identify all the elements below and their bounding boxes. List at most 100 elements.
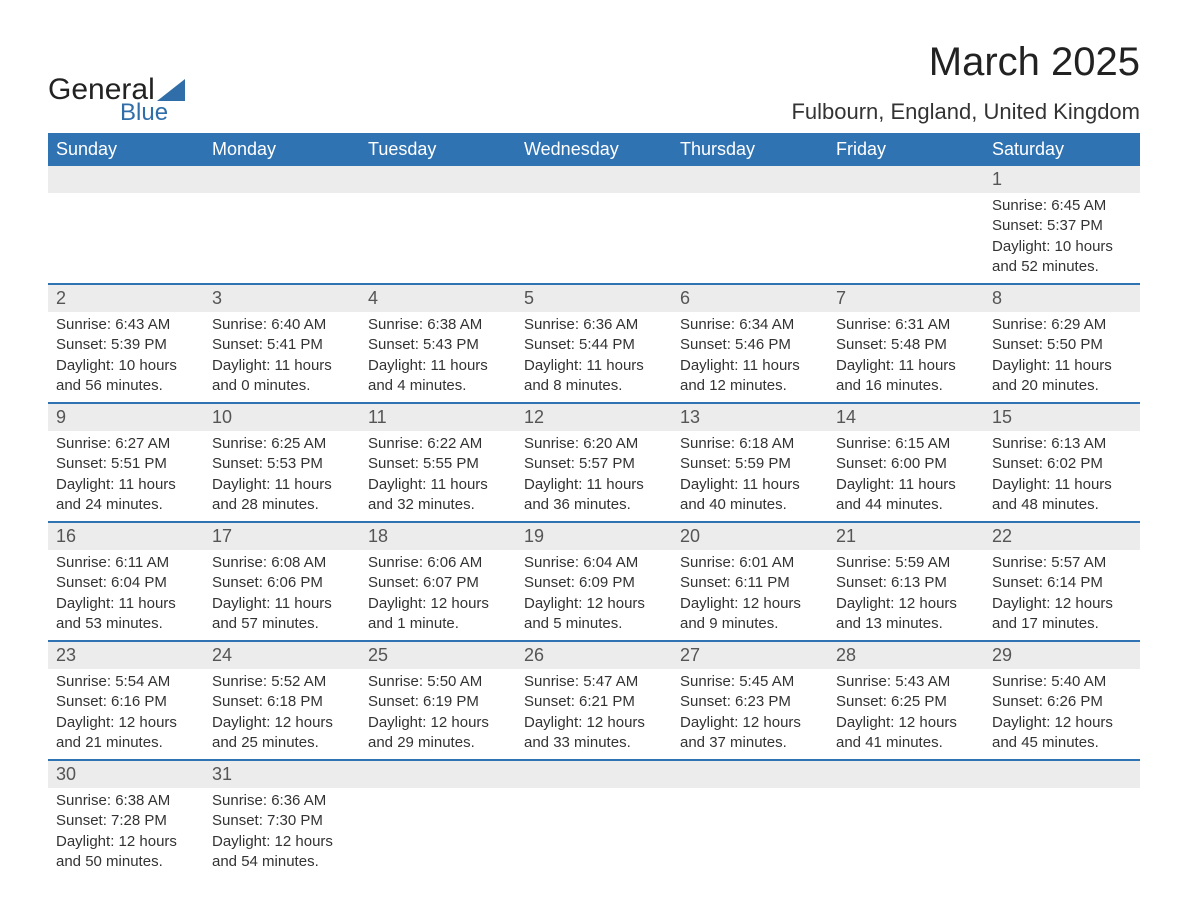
sunrise-line: Sunrise: 6:20 AM <box>524 434 664 454</box>
daylight-line: Daylight: 11 hours and 12 minutes. <box>680 356 820 397</box>
calendar-cell <box>516 760 672 878</box>
day-details: Sunrise: 6:31 AMSunset: 5:48 PMDaylight:… <box>828 312 984 402</box>
day-details: Sunrise: 6:29 AMSunset: 5:50 PMDaylight:… <box>984 312 1140 402</box>
sunrise-line: Sunrise: 6:38 AM <box>56 791 196 811</box>
daylight-line: Daylight: 12 hours and 17 minutes. <box>992 594 1132 635</box>
sunrise-line: Sunrise: 5:59 AM <box>836 553 976 573</box>
calendar-cell <box>360 166 516 284</box>
empty-day-body <box>516 788 672 817</box>
sunset-line: Sunset: 5:55 PM <box>368 454 508 474</box>
daylight-line: Daylight: 11 hours and 0 minutes. <box>212 356 352 397</box>
calendar-cell <box>360 760 516 878</box>
day-number: 11 <box>360 404 516 431</box>
daylight-line: Daylight: 11 hours and 53 minutes. <box>56 594 196 635</box>
sunrise-line: Sunrise: 6:36 AM <box>212 791 352 811</box>
sunset-line: Sunset: 5:48 PM <box>836 335 976 355</box>
day-number: 30 <box>48 761 204 788</box>
calendar-cell <box>984 760 1140 878</box>
calendar-row: 30Sunrise: 6:38 AMSunset: 7:28 PMDayligh… <box>48 760 1140 878</box>
daylight-line: Daylight: 11 hours and 8 minutes. <box>524 356 664 397</box>
sunset-line: Sunset: 5:43 PM <box>368 335 508 355</box>
sunrise-line: Sunrise: 6:43 AM <box>56 315 196 335</box>
logo-triangle-icon <box>157 79 185 101</box>
day-number: 24 <box>204 642 360 669</box>
day-details: Sunrise: 6:22 AMSunset: 5:55 PMDaylight:… <box>360 431 516 521</box>
day-details: Sunrise: 6:38 AMSunset: 5:43 PMDaylight:… <box>360 312 516 402</box>
daylight-line: Daylight: 11 hours and 16 minutes. <box>836 356 976 397</box>
weekday-header: Saturday <box>984 133 1140 166</box>
calendar-cell <box>828 166 984 284</box>
calendar-cell: 30Sunrise: 6:38 AMSunset: 7:28 PMDayligh… <box>48 760 204 878</box>
daylight-line: Daylight: 12 hours and 13 minutes. <box>836 594 976 635</box>
sunrise-line: Sunrise: 6:38 AM <box>368 315 508 335</box>
day-number: 4 <box>360 285 516 312</box>
day-details: Sunrise: 6:15 AMSunset: 6:00 PMDaylight:… <box>828 431 984 521</box>
logo-text-bottom: Blue <box>120 101 185 125</box>
daylight-line: Daylight: 11 hours and 48 minutes. <box>992 475 1132 516</box>
sunrise-line: Sunrise: 6:11 AM <box>56 553 196 573</box>
calendar-cell: 24Sunrise: 5:52 AMSunset: 6:18 PMDayligh… <box>204 641 360 760</box>
calendar-cell <box>204 166 360 284</box>
day-number: 8 <box>984 285 1140 312</box>
sunrise-line: Sunrise: 5:52 AM <box>212 672 352 692</box>
calendar-cell: 7Sunrise: 6:31 AMSunset: 5:48 PMDaylight… <box>828 284 984 403</box>
calendar-row: 1Sunrise: 6:45 AMSunset: 5:37 PMDaylight… <box>48 166 1140 284</box>
sunset-line: Sunset: 6:07 PM <box>368 573 508 593</box>
empty-day-body <box>828 193 984 222</box>
sunset-line: Sunset: 6:09 PM <box>524 573 664 593</box>
day-number: 15 <box>984 404 1140 431</box>
calendar-row: 9Sunrise: 6:27 AMSunset: 5:51 PMDaylight… <box>48 403 1140 522</box>
day-details: Sunrise: 6:25 AMSunset: 5:53 PMDaylight:… <box>204 431 360 521</box>
weekday-header: Sunday <box>48 133 204 166</box>
empty-day-body <box>672 193 828 222</box>
sunset-line: Sunset: 7:30 PM <box>212 811 352 831</box>
daylight-line: Daylight: 11 hours and 32 minutes. <box>368 475 508 516</box>
empty-day-body <box>672 788 828 817</box>
calendar-cell: 17Sunrise: 6:08 AMSunset: 6:06 PMDayligh… <box>204 522 360 641</box>
day-number: 3 <box>204 285 360 312</box>
calendar-cell: 22Sunrise: 5:57 AMSunset: 6:14 PMDayligh… <box>984 522 1140 641</box>
day-number: 17 <box>204 523 360 550</box>
sunset-line: Sunset: 6:19 PM <box>368 692 508 712</box>
calendar-cell <box>672 166 828 284</box>
calendar-cell <box>828 760 984 878</box>
day-number: 20 <box>672 523 828 550</box>
day-details: Sunrise: 6:36 AMSunset: 7:30 PMDaylight:… <box>204 788 360 878</box>
empty-day-header <box>672 761 828 788</box>
daylight-line: Daylight: 10 hours and 56 minutes. <box>56 356 196 397</box>
empty-day-header <box>828 761 984 788</box>
day-details: Sunrise: 5:47 AMSunset: 6:21 PMDaylight:… <box>516 669 672 759</box>
daylight-line: Daylight: 12 hours and 1 minute. <box>368 594 508 635</box>
empty-day-body <box>828 788 984 817</box>
calendar-cell: 26Sunrise: 5:47 AMSunset: 6:21 PMDayligh… <box>516 641 672 760</box>
day-number: 9 <box>48 404 204 431</box>
empty-day-body <box>360 193 516 222</box>
calendar-cell: 2Sunrise: 6:43 AMSunset: 5:39 PMDaylight… <box>48 284 204 403</box>
sunset-line: Sunset: 6:18 PM <box>212 692 352 712</box>
day-details: Sunrise: 5:43 AMSunset: 6:25 PMDaylight:… <box>828 669 984 759</box>
daylight-line: Daylight: 12 hours and 33 minutes. <box>524 713 664 754</box>
calendar-cell: 21Sunrise: 5:59 AMSunset: 6:13 PMDayligh… <box>828 522 984 641</box>
daylight-line: Daylight: 11 hours and 57 minutes. <box>212 594 352 635</box>
calendar-cell: 16Sunrise: 6:11 AMSunset: 6:04 PMDayligh… <box>48 522 204 641</box>
day-number: 1 <box>984 166 1140 193</box>
daylight-line: Daylight: 11 hours and 20 minutes. <box>992 356 1132 397</box>
day-number: 31 <box>204 761 360 788</box>
calendar-cell: 9Sunrise: 6:27 AMSunset: 5:51 PMDaylight… <box>48 403 204 522</box>
empty-day-header <box>984 761 1140 788</box>
day-details: Sunrise: 6:40 AMSunset: 5:41 PMDaylight:… <box>204 312 360 402</box>
day-details: Sunrise: 5:50 AMSunset: 6:19 PMDaylight:… <box>360 669 516 759</box>
day-number: 18 <box>360 523 516 550</box>
sunrise-line: Sunrise: 5:47 AM <box>524 672 664 692</box>
empty-day-header <box>516 761 672 788</box>
weekday-header: Monday <box>204 133 360 166</box>
empty-day-header <box>360 166 516 193</box>
sunset-line: Sunset: 5:37 PM <box>992 216 1132 236</box>
sunrise-line: Sunrise: 6:01 AM <box>680 553 820 573</box>
header: General Blue March 2025 Fulbourn, Englan… <box>48 40 1140 125</box>
daylight-line: Daylight: 12 hours and 21 minutes. <box>56 713 196 754</box>
day-number: 14 <box>828 404 984 431</box>
day-details: Sunrise: 6:45 AMSunset: 5:37 PMDaylight:… <box>984 193 1140 283</box>
day-number: 10 <box>204 404 360 431</box>
weekday-header: Friday <box>828 133 984 166</box>
